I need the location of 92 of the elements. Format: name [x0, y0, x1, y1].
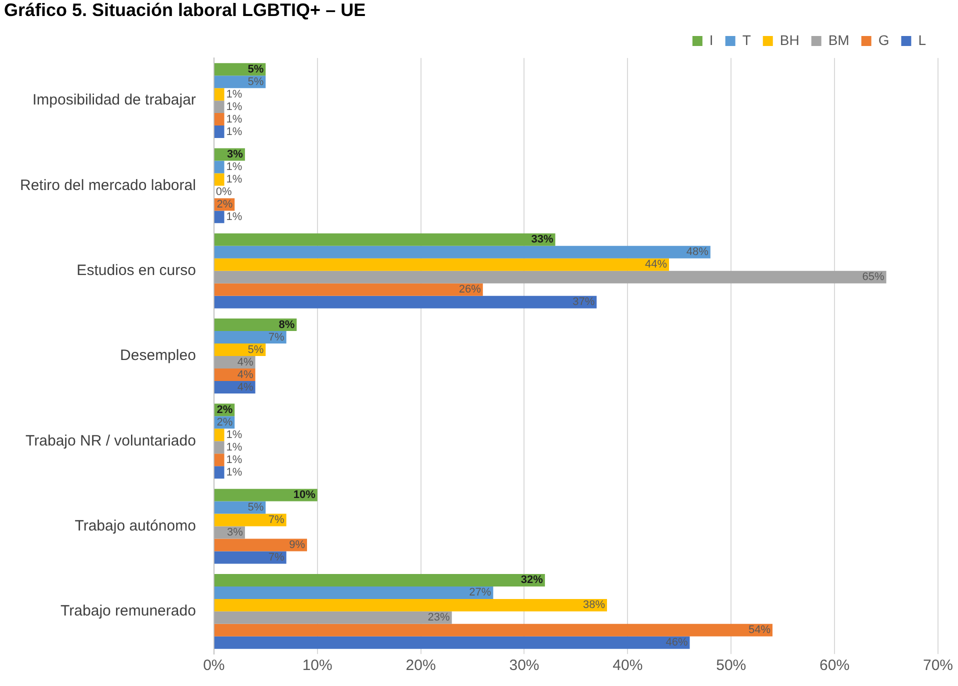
bar	[214, 246, 710, 258]
bar	[214, 88, 224, 101]
data-label: 27%	[469, 586, 492, 599]
data-label: 32%	[520, 574, 544, 586]
x-tick-label: 10%	[302, 657, 332, 674]
data-label: 7%	[268, 552, 285, 564]
bar	[214, 173, 224, 186]
y-tick-label: Desempleo	[120, 347, 196, 364]
bar	[214, 113, 224, 126]
data-label: 1%	[226, 428, 242, 441]
data-label: 9%	[289, 539, 306, 552]
x-tick-label: 50%	[716, 657, 746, 674]
y-tick-label: Trabajo NR / voluntariado	[26, 432, 196, 450]
bar	[214, 636, 690, 649]
x-tick-label: 40%	[612, 657, 643, 674]
data-label: 2%	[216, 416, 233, 428]
data-label: 0%	[216, 186, 232, 198]
data-label: 4%	[237, 368, 254, 381]
data-label: 44%	[645, 258, 668, 271]
chart-title: Gráfico 5. Situación laboral LGBTIQ+ – UE	[4, 0, 366, 21]
bar	[214, 331, 286, 344]
data-label: 5%	[248, 76, 264, 88]
data-label: 46%	[666, 636, 688, 649]
x-tick-label: 0%	[203, 657, 225, 674]
y-tick-label: Estudios en curso	[76, 262, 196, 279]
data-label: 38%	[582, 599, 606, 612]
x-tick-label: 30%	[509, 657, 540, 674]
data-label: 1%	[226, 210, 242, 223]
data-label: 65%	[862, 271, 884, 284]
y-tick-label: Trabajo autónomo	[74, 517, 196, 534]
bar	[214, 454, 224, 466]
bar	[214, 466, 224, 479]
data-label: 33%	[531, 234, 554, 246]
y-tick-label: Imposibilidad de trabajar	[32, 92, 196, 109]
bar	[214, 270, 886, 284]
bar	[214, 514, 286, 526]
data-label: 23%	[428, 612, 450, 624]
bar	[214, 233, 556, 246]
legend-label: BH	[780, 32, 800, 48]
x-tick-label: 20%	[406, 657, 436, 674]
data-label: 7%	[268, 331, 285, 344]
bar	[214, 428, 224, 442]
data-label: 3%	[227, 526, 244, 539]
bar	[214, 574, 545, 586]
data-label: 5%	[248, 63, 264, 76]
bar	[214, 210, 224, 224]
bar	[214, 488, 318, 502]
data-label: 5%	[248, 502, 264, 514]
data-label: 48%	[686, 246, 709, 258]
legend-label: T	[742, 32, 752, 48]
data-label: 4%	[237, 381, 254, 394]
bar	[214, 126, 224, 138]
data-label: 37%	[572, 296, 595, 308]
bar	[214, 611, 452, 624]
bar	[214, 598, 607, 612]
data-label: 4%	[237, 356, 254, 368]
x-tick-label: 60%	[820, 657, 850, 674]
data-label: 1%	[226, 126, 242, 138]
bar	[214, 538, 308, 552]
bar	[214, 296, 597, 308]
legend-label: I	[709, 32, 714, 48]
data-label: 10%	[293, 489, 316, 502]
bar	[214, 624, 772, 636]
bar	[214, 441, 224, 454]
data-label: 1%	[226, 174, 242, 186]
bar	[214, 318, 297, 332]
data-label: 26%	[458, 284, 482, 296]
data-label: 1%	[226, 161, 242, 174]
bar	[214, 283, 483, 296]
y-tick-label: Retiro del mercado laboral	[20, 176, 196, 194]
data-label: 1%	[226, 88, 242, 100]
data-label: 1%	[226, 466, 242, 478]
data-label: 5%	[248, 344, 264, 356]
legend-label: BM	[828, 32, 850, 48]
data-label: 1%	[226, 454, 242, 466]
data-label: 1%	[226, 100, 242, 113]
y-tick-label: Trabajo remunerado	[60, 602, 196, 620]
bar	[214, 160, 224, 174]
data-label: 54%	[748, 624, 771, 636]
x-tick-label: 70%	[922, 657, 954, 674]
data-label: 2%	[216, 404, 233, 416]
data-label: 3%	[227, 148, 244, 161]
bar	[214, 100, 224, 114]
legend-label: G	[878, 32, 890, 48]
data-label: 1%	[226, 441, 242, 454]
data-label: 7%	[268, 514, 285, 526]
bar	[214, 586, 494, 599]
legend-label: L	[918, 32, 926, 48]
data-label: 1%	[226, 113, 242, 126]
data-label: 2%	[216, 198, 233, 210]
bar	[214, 258, 670, 271]
data-label: 8%	[278, 318, 295, 331]
